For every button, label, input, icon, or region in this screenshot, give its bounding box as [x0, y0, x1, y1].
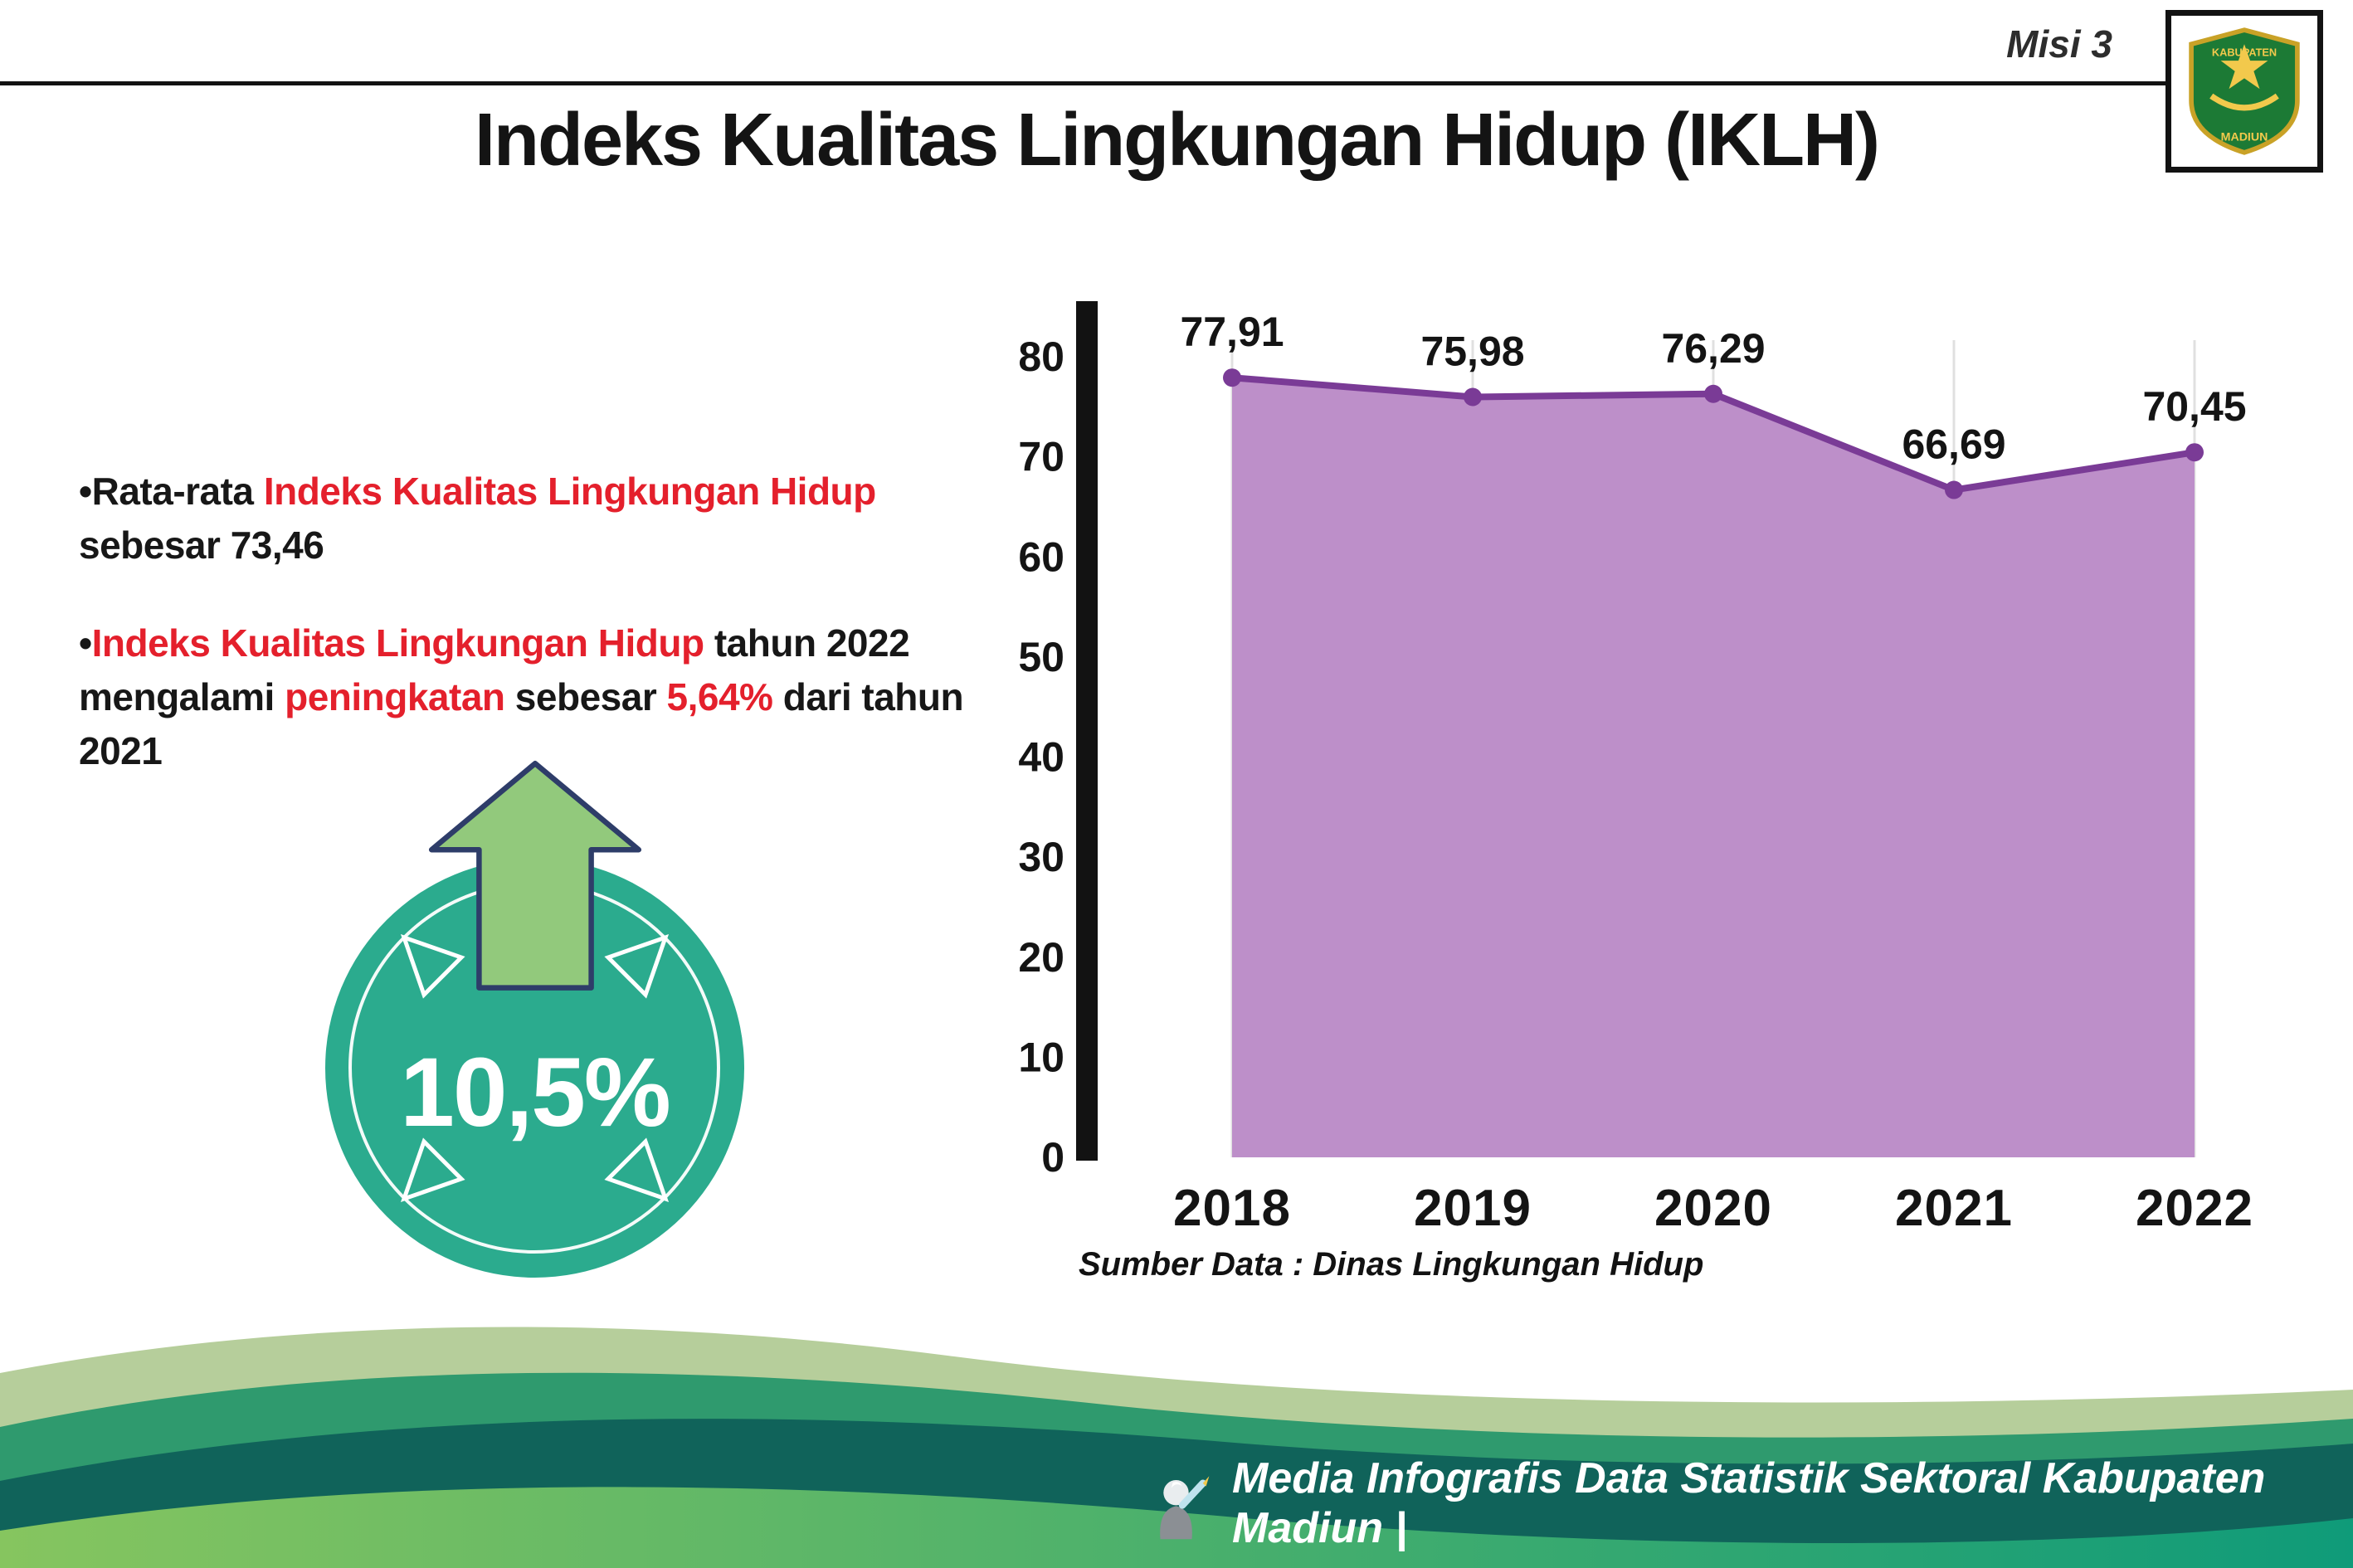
y-axis-label: 20 — [1018, 934, 1064, 981]
value-label: 77,91 — [1180, 309, 1284, 355]
misi-label: Misi 3 — [2006, 22, 2112, 66]
value-label: 75,98 — [1420, 328, 1524, 374]
crest-icon: KABUPATEN MADIUN — [2189, 27, 2300, 155]
summary-bullets: •Rata-rata Indeks Kualitas Lingkungan Hi… — [79, 465, 1008, 822]
y-axis-label: 0 — [1041, 1134, 1064, 1181]
value-label: 76,29 — [1661, 325, 1765, 372]
value-label: 66,69 — [1902, 421, 2005, 468]
y-axis-bar — [1076, 301, 1098, 1161]
x-axis-label: 2022 — [2136, 1180, 2253, 1237]
value-label: 70,45 — [2142, 383, 2246, 430]
y-axis-label: 60 — [1018, 533, 1064, 580]
x-axis-label: 2019 — [1414, 1180, 1532, 1237]
area-fill — [1232, 377, 2195, 1157]
data-point — [2185, 443, 2204, 462]
bullet1-text-1: Rata-rata — [91, 470, 264, 513]
data-point — [1945, 480, 1963, 499]
data-point — [1704, 384, 1722, 403]
data-point — [1464, 387, 1482, 407]
top-divider-line — [0, 81, 2167, 85]
footer-caption-text: Media Infografis Data Statistik Sektoral… — [1232, 1454, 2266, 1552]
x-axis-label: 2018 — [1173, 1180, 1291, 1237]
bullet1-highlight: Indeks Kualitas Lingkungan Hidup — [263, 470, 876, 513]
bullet2-highlight-2: peningkatan — [285, 674, 505, 718]
y-axis-label: 40 — [1018, 734, 1064, 781]
bullet2-highlight-3: 5,64% — [666, 674, 773, 718]
y-axis-label: 80 — [1018, 334, 1064, 380]
bullet-marker: • — [79, 621, 92, 665]
y-axis-label: 10 — [1018, 1034, 1064, 1080]
x-axis-label: 2020 — [1654, 1180, 1772, 1237]
bullet-increase-2022: •Indeks Kualitas Lingkungan Hidup tahun … — [79, 616, 1008, 779]
logo-text-bottom: MADIUN — [2221, 131, 2268, 144]
bullet2-text-1: tahun 2022 mengalami — [79, 621, 910, 718]
data-point — [1223, 368, 1241, 387]
data-source: Sumber Data : Dinas Lingkungan Hidup — [1079, 1246, 1704, 1283]
kabupaten-madiun-logo: KABUPATEN MADIUN — [2165, 10, 2323, 173]
bullet-marker: • — [79, 470, 92, 513]
bullet1-text-2: sebesar 73,46 — [79, 523, 324, 567]
bullet-average-iklh: •Rata-rata Indeks Kualitas Lingkungan Hi… — [79, 465, 1008, 573]
y-axis-label: 70 — [1018, 434, 1064, 480]
bullet2-text-2: sebesar — [504, 674, 667, 718]
y-axis-label: 30 — [1018, 834, 1064, 880]
page-title: Indeks Kualitas Lingkungan Hidup (IKLH) — [474, 99, 1880, 182]
x-axis-label: 2021 — [1895, 1180, 2013, 1237]
bullet2-text-3: dari tahun 2021 — [79, 674, 964, 773]
mascot-icon — [1160, 1475, 1210, 1539]
logo-text-top: KABUPATEN — [2212, 46, 2277, 58]
footer-caption: Media Infografis Data Statistik Sektoral… — [1137, 1454, 2353, 1553]
y-axis-label: 50 — [1018, 634, 1064, 680]
up-arrow-icon — [428, 760, 642, 991]
bullet2-highlight-1: Indeks Kualitas Lingkungan Hidup — [91, 621, 704, 665]
iklh-area-chart: 0 10 20 30 40 50 60 70 80 77,91 75,98 76,29 66,69 70,… — [1018, 301, 2253, 1237]
increase-percentage: 10,5% — [400, 1037, 671, 1147]
